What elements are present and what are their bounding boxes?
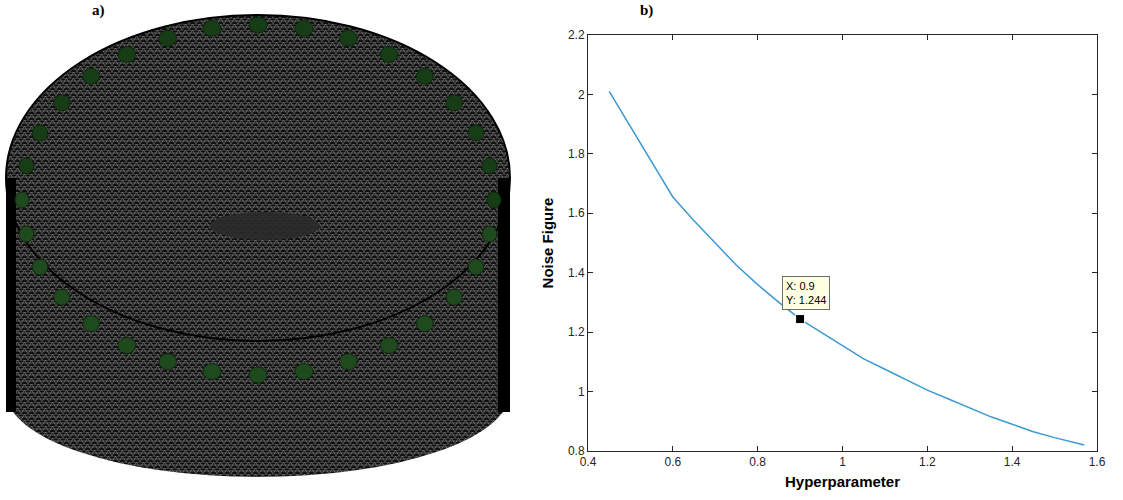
- svg-text:1: 1: [578, 385, 585, 399]
- svg-text:0.4: 0.4: [580, 455, 597, 469]
- svg-text:1.6: 1.6: [568, 206, 585, 220]
- svg-text:1.8: 1.8: [568, 147, 585, 161]
- html-text:b): b): [640, 2, 654, 18]
- svg-text:1.2: 1.2: [919, 455, 936, 469]
- svg-text:0.8: 0.8: [568, 444, 585, 458]
- html-text:a): a): [92, 2, 105, 18]
- svg-text:1: 1: [839, 455, 846, 469]
- svg-text:1.4: 1.4: [1004, 455, 1021, 469]
- svg-text:0.6: 0.6: [664, 455, 681, 469]
- svg-text:X: 0.9Y: 1.244: X: 0.9Y: 1.244: [786, 280, 826, 306]
- svg-text:0.8: 0.8: [749, 455, 766, 469]
- svg-text:1.6: 1.6: [1089, 455, 1106, 469]
- svg-text:2: 2: [578, 88, 585, 102]
- svg-text:2.2: 2.2: [568, 28, 585, 42]
- svg-text:Noise Figure: Noise Figure: [539, 198, 556, 289]
- svg-text:Hyperparameter: Hyperparameter: [785, 473, 900, 490]
- svg-text:1.4: 1.4: [568, 266, 585, 280]
- svg-text:1.2: 1.2: [568, 325, 585, 339]
